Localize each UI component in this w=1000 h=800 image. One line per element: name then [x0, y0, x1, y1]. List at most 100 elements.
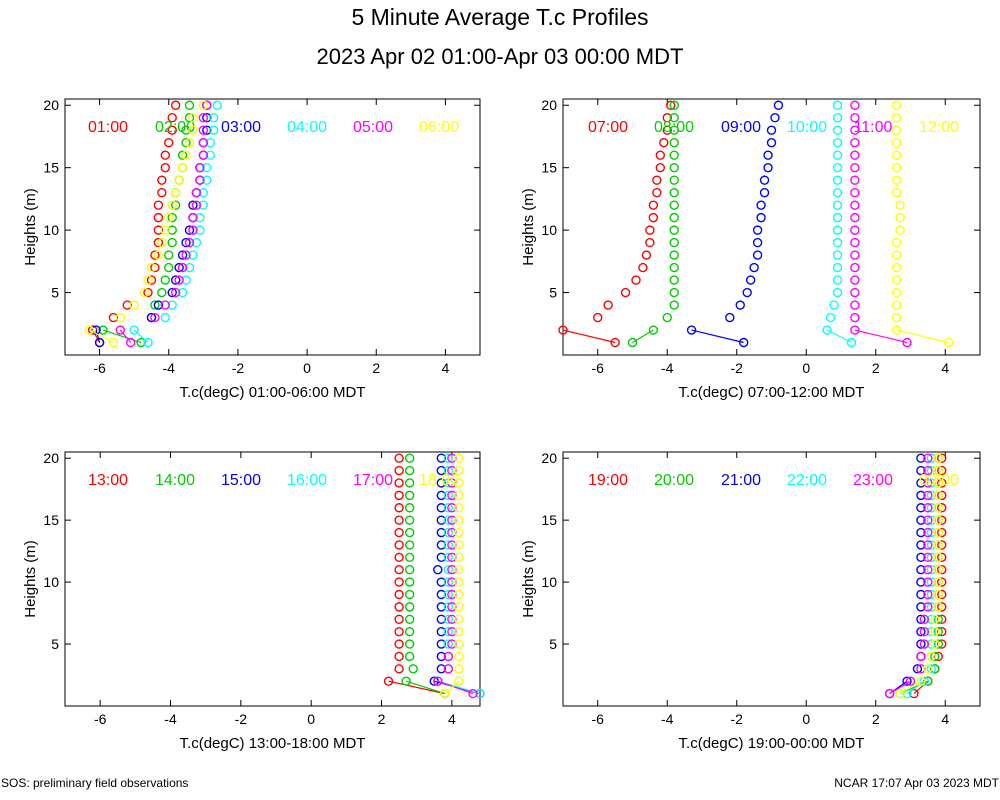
- data-point: [662, 125, 672, 135]
- data-point: [891, 187, 902, 198]
- series-06:00: [84, 100, 209, 348]
- data-point: [923, 453, 933, 463]
- data-point: [937, 614, 947, 624]
- data-point: [404, 602, 415, 612]
- data-point: [669, 262, 679, 273]
- data-point: [447, 639, 457, 649]
- x-tick-label: 2: [378, 711, 386, 727]
- data-point: [832, 100, 843, 110]
- data-point: [822, 325, 832, 335]
- data-point: [916, 540, 926, 550]
- data-point: [94, 337, 105, 348]
- data-point: [742, 287, 752, 298]
- data-point: [157, 187, 167, 198]
- footer-timestamp: NCAR 17:07 Apr 03 2023 MDT: [834, 776, 999, 790]
- data-point: [916, 602, 926, 612]
- data-point: [454, 626, 464, 637]
- data-point: [394, 490, 404, 501]
- data-point: [383, 676, 394, 686]
- legend-23:00: 23:00: [853, 472, 893, 489]
- data-point: [454, 676, 464, 686]
- series-segment: [896, 329, 949, 344]
- data-point: [937, 589, 947, 600]
- series-12:00: [891, 100, 954, 348]
- data-point: [752, 225, 763, 235]
- data-point: [832, 262, 843, 273]
- data-point: [891, 150, 902, 160]
- legend-03:00: 03:00: [221, 119, 261, 136]
- data-point: [150, 250, 160, 260]
- data-point: [919, 639, 930, 649]
- data-point: [209, 125, 219, 135]
- data-point: [933, 614, 943, 624]
- data-point: [891, 113, 902, 123]
- data-point: [916, 515, 926, 525]
- data-point: [850, 113, 860, 123]
- data-point: [752, 250, 763, 260]
- data-point: [916, 565, 926, 575]
- data-point: [447, 503, 457, 513]
- data-point: [926, 577, 937, 587]
- legend-05:00: 05:00: [353, 119, 393, 136]
- data-point: [181, 250, 191, 260]
- data-point: [752, 237, 763, 248]
- data-point: [436, 639, 447, 649]
- data-point: [436, 478, 447, 488]
- series-05:00: [115, 100, 212, 348]
- data-point: [170, 200, 181, 210]
- data-point: [895, 225, 905, 235]
- data-point: [436, 490, 447, 501]
- series-segment: [133, 329, 149, 343]
- legend-00:00: 00:00: [919, 472, 959, 489]
- data-point: [850, 150, 860, 160]
- data-point: [454, 540, 464, 550]
- data-point: [126, 337, 136, 348]
- data-point: [756, 212, 766, 223]
- legend-22:00: 22:00: [787, 472, 827, 489]
- data-point: [916, 503, 926, 513]
- data-point: [436, 552, 447, 563]
- data-point: [153, 225, 164, 235]
- data-point: [923, 565, 933, 575]
- data-point: [443, 664, 454, 674]
- legend-04:00: 04:00: [287, 119, 327, 136]
- data-point: [926, 490, 937, 501]
- data-point: [923, 515, 933, 525]
- y-axis-label: Heights (m): [22, 188, 39, 266]
- data-point: [933, 626, 943, 637]
- data-point: [146, 262, 157, 273]
- data-point: [763, 150, 773, 160]
- data-point: [850, 175, 860, 185]
- data-point: [916, 490, 926, 501]
- data-point: [825, 312, 836, 323]
- data-point: [850, 225, 860, 235]
- data-point: [916, 465, 926, 476]
- data-point: [923, 527, 933, 538]
- data-point: [930, 651, 940, 662]
- data-point: [916, 639, 926, 649]
- data-point: [891, 175, 902, 185]
- data-point: [832, 113, 843, 123]
- data-point: [436, 515, 447, 525]
- data-point: [404, 515, 415, 525]
- data-point: [832, 162, 843, 173]
- data-point: [884, 688, 895, 699]
- data-point: [759, 175, 770, 185]
- data-point: [926, 478, 937, 488]
- data-point: [926, 589, 937, 600]
- data-point: [202, 113, 212, 123]
- data-point: [645, 225, 655, 235]
- data-point: [454, 565, 464, 575]
- legend-18:00: 18:00: [419, 472, 459, 489]
- data-point: [394, 515, 404, 525]
- y-tick-label: 5: [549, 285, 557, 301]
- y-tick-label: 20: [541, 97, 557, 113]
- data-point: [909, 688, 919, 699]
- y-axis-label: Heights (m): [22, 540, 39, 618]
- x-tick-label: -2: [731, 360, 744, 376]
- data-point: [669, 113, 679, 123]
- data-point: [916, 552, 926, 563]
- data-point: [143, 275, 153, 285]
- data-point: [891, 138, 902, 148]
- series-segment: [388, 680, 445, 695]
